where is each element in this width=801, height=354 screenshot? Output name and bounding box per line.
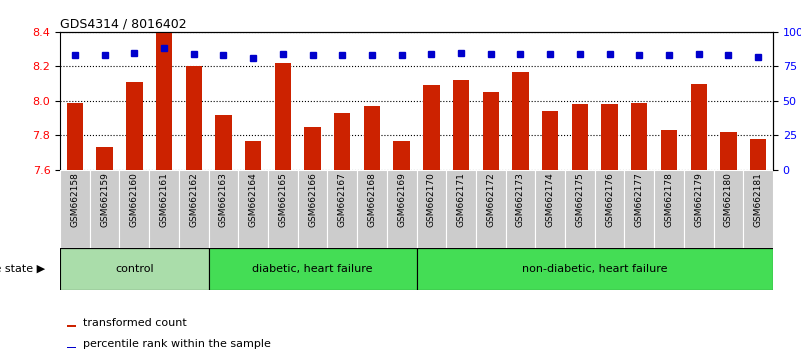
Text: GSM662173: GSM662173 [516, 172, 525, 227]
Bar [275, 63, 291, 170]
Bar [483, 92, 499, 170]
Bar [542, 111, 558, 170]
Bar [505, 170, 535, 248]
Bar [96, 148, 113, 170]
Text: GSM662163: GSM662163 [219, 172, 228, 227]
Bar [417, 248, 773, 290]
Bar [565, 170, 594, 248]
Text: diabetic, heart failure: diabetic, heart failure [252, 264, 372, 274]
Text: GSM662177: GSM662177 [635, 172, 644, 227]
Bar [387, 170, 417, 248]
Bar [127, 82, 143, 170]
Text: GSM662176: GSM662176 [605, 172, 614, 227]
Bar [334, 113, 350, 170]
Bar [66, 103, 83, 170]
Bar [714, 170, 743, 248]
Text: GSM662162: GSM662162 [189, 172, 198, 227]
Bar [625, 170, 654, 248]
Text: GSM662171: GSM662171 [457, 172, 465, 227]
Text: GSM662169: GSM662169 [397, 172, 406, 227]
Bar [684, 170, 714, 248]
Bar [208, 170, 239, 248]
Text: GSM662168: GSM662168 [368, 172, 376, 227]
Bar [446, 170, 476, 248]
Bar [572, 104, 588, 170]
Bar [357, 170, 387, 248]
Text: GDS4314 / 8016402: GDS4314 / 8016402 [60, 18, 187, 31]
Text: GSM662158: GSM662158 [70, 172, 79, 227]
Bar [208, 248, 417, 290]
Bar [268, 170, 298, 248]
Bar [690, 84, 706, 170]
Text: GSM662167: GSM662167 [338, 172, 347, 227]
Text: control: control [115, 264, 154, 274]
Bar [149, 170, 179, 248]
Bar [631, 103, 647, 170]
Bar [304, 127, 320, 170]
Bar [215, 115, 231, 170]
Text: GSM662175: GSM662175 [575, 172, 585, 227]
Text: GSM662165: GSM662165 [279, 172, 288, 227]
Text: GSM662160: GSM662160 [130, 172, 139, 227]
Text: GSM662174: GSM662174 [545, 172, 554, 227]
Bar [60, 248, 208, 290]
Text: non-diabetic, heart failure: non-diabetic, heart failure [522, 264, 667, 274]
Bar [156, 32, 172, 170]
Bar [476, 170, 505, 248]
Text: GSM662159: GSM662159 [100, 172, 109, 227]
Bar [750, 139, 767, 170]
Bar [67, 325, 76, 327]
Bar [298, 170, 328, 248]
Text: GSM662181: GSM662181 [754, 172, 763, 227]
Bar [245, 141, 261, 170]
Bar [423, 85, 440, 170]
Bar [90, 170, 119, 248]
Text: GSM662170: GSM662170 [427, 172, 436, 227]
Text: GSM662172: GSM662172 [486, 172, 495, 227]
Text: GSM662166: GSM662166 [308, 172, 317, 227]
Bar [602, 104, 618, 170]
Bar [535, 170, 565, 248]
Bar [654, 170, 684, 248]
Bar [186, 67, 202, 170]
Bar [453, 80, 469, 170]
Bar [594, 170, 625, 248]
Bar [60, 170, 90, 248]
Bar [661, 130, 677, 170]
Bar [513, 72, 529, 170]
Text: GSM662179: GSM662179 [694, 172, 703, 227]
Bar [119, 170, 149, 248]
Bar [67, 347, 76, 348]
Text: transformed count: transformed count [83, 318, 187, 328]
Bar [239, 170, 268, 248]
Bar [393, 141, 410, 170]
Text: GSM662180: GSM662180 [724, 172, 733, 227]
Bar [720, 132, 737, 170]
Text: GSM662164: GSM662164 [248, 172, 258, 227]
Bar [417, 170, 446, 248]
Text: disease state ▶: disease state ▶ [0, 264, 45, 274]
Bar [743, 170, 773, 248]
Bar [328, 170, 357, 248]
Bar [179, 170, 208, 248]
Bar [364, 106, 380, 170]
Text: percentile rank within the sample: percentile rank within the sample [83, 339, 271, 349]
Text: GSM662178: GSM662178 [665, 172, 674, 227]
Text: GSM662161: GSM662161 [159, 172, 168, 227]
